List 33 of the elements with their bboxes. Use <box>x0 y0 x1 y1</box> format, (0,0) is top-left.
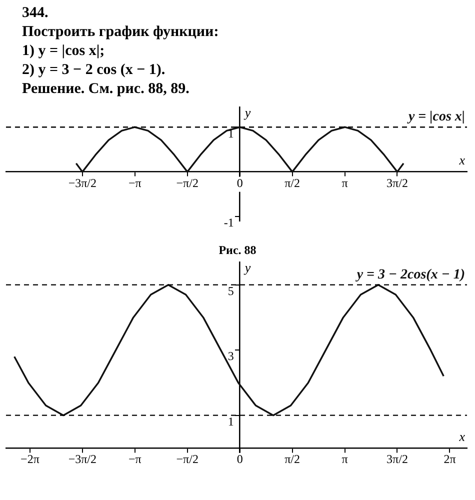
text: Построить график функции: <box>22 23 220 42</box>
text: y = |cos x| <box>406 110 465 125</box>
x-axis-title: x <box>458 428 466 444</box>
text: 1) y = |cos x|; <box>22 42 106 61</box>
x-tick-label: 0 <box>236 176 243 190</box>
y-tick-label: 3 <box>228 349 234 364</box>
x-tick-label: −3π/2 <box>68 452 97 466</box>
x-tick-label: −π <box>128 176 142 190</box>
y-tick-label: 1 <box>228 126 234 140</box>
x-tick-label: π/2 <box>284 452 300 466</box>
x-tick-label: −π/2 <box>176 452 198 466</box>
text: 344. <box>22 4 50 23</box>
x-tick-label: −π <box>128 452 142 466</box>
x-tick-label: π <box>342 176 348 190</box>
text: Рис. 88 <box>218 243 258 258</box>
x-tick-label: 3π/2 <box>386 452 408 466</box>
x-tick-label: −π/2 <box>176 176 198 190</box>
x-tick-label: −3π/2 <box>68 176 97 190</box>
text: Решение. См. рис. 88, 89. <box>22 80 190 99</box>
series-label: y = 3 − 2cos(x − 1) <box>354 267 465 282</box>
x-tick-label: 2π <box>444 452 456 466</box>
x-axis-title: x <box>458 152 466 168</box>
y-tick-label: -1 <box>224 216 234 230</box>
x-tick-label: 3π/2 <box>386 176 408 190</box>
x-tick-label: 0 <box>236 452 243 466</box>
x-tick-label: π/2 <box>284 176 300 190</box>
text: 2) y = 3 − 2 cos (x − 1). <box>22 61 166 80</box>
x-tick-label: −2π <box>20 452 40 466</box>
y-tick-label: 1 <box>228 414 234 428</box>
y-axis-title: y <box>242 104 251 120</box>
y-tick-label: 5 <box>228 284 234 298</box>
x-tick-label: π <box>342 452 348 466</box>
y-axis-title: y <box>242 260 251 275</box>
